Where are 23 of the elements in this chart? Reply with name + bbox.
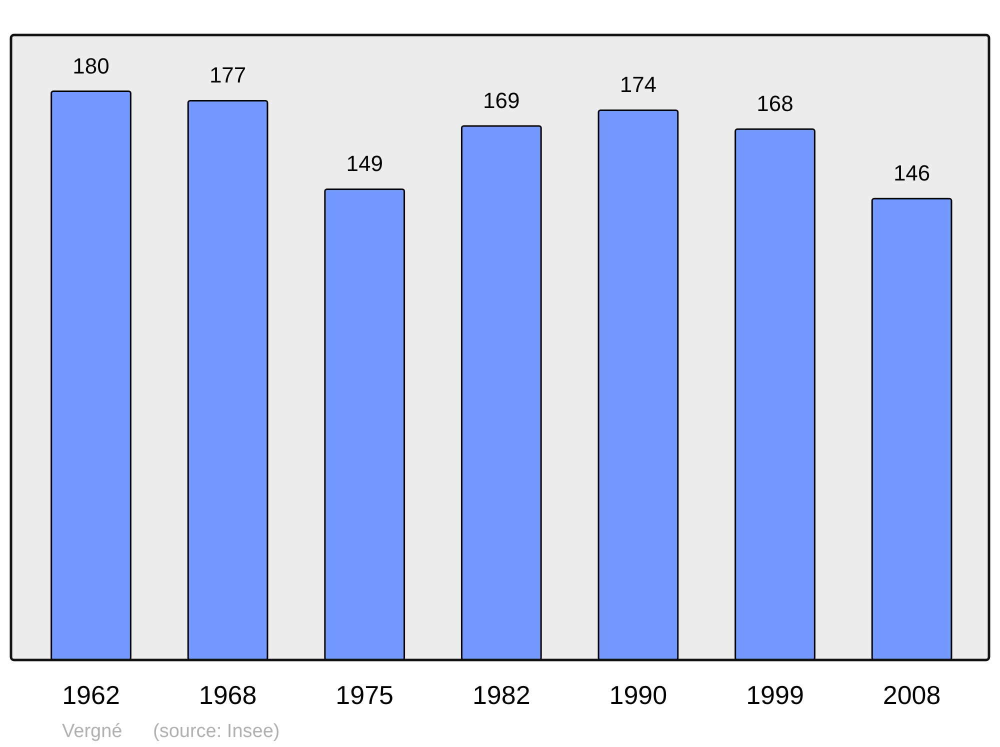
data-label: 149 xyxy=(346,151,383,176)
bar xyxy=(50,90,132,661)
data-label: 146 xyxy=(893,160,930,186)
x-tick-label: 1990 xyxy=(609,680,668,710)
data-label: 177 xyxy=(209,62,246,88)
text: (source: Insee) xyxy=(153,721,280,742)
data-label: 168 xyxy=(756,91,794,116)
bar xyxy=(324,188,406,661)
data-label: 180 xyxy=(72,53,110,78)
x-tick-label: 1968 xyxy=(198,680,257,710)
x-tick-label: 1999 xyxy=(746,680,804,710)
bar xyxy=(871,198,952,661)
x-tick-label: 1962 xyxy=(62,680,120,710)
x-tick-label: 1982 xyxy=(472,680,530,710)
data-label: 174 xyxy=(620,72,657,98)
bar xyxy=(598,109,679,661)
text: Vergné xyxy=(62,721,122,742)
bar xyxy=(734,128,816,661)
data-label: 169 xyxy=(483,88,520,114)
bar xyxy=(187,100,268,661)
bar xyxy=(460,125,542,661)
x-tick-label: 2008 xyxy=(882,680,941,710)
x-tick-label: 1975 xyxy=(336,680,394,710)
